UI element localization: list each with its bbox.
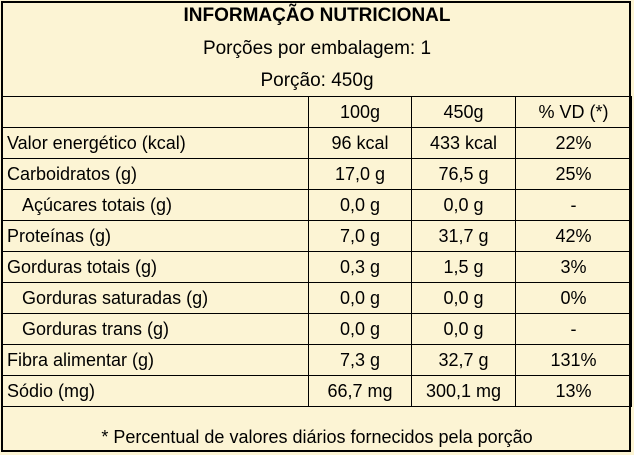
daily-value-percent: 13% xyxy=(515,375,632,407)
nutrient-label: Sódio (mg) xyxy=(1,375,309,407)
footnote: * Percentual de valores diários fornecid… xyxy=(101,427,533,447)
portion-size: Porção: 450g xyxy=(260,70,374,91)
table-row: Carboidratos (g) 17,0 g 76,5 g 25% xyxy=(1,158,632,190)
value-per-portion: 32,7 g xyxy=(411,344,516,376)
value-per-100g: 96 kcal xyxy=(308,127,412,159)
daily-value-percent: 131% xyxy=(515,344,632,376)
value-per-100g: 0,0 g xyxy=(308,313,412,345)
daily-value-percent: 25% xyxy=(515,158,632,190)
nutrient-label: Carboidratos (g) xyxy=(1,158,309,190)
value-per-portion: 1,5 g xyxy=(411,251,516,283)
nutrient-label: Proteínas (g) xyxy=(1,220,309,252)
value-per-portion: 0,0 g xyxy=(411,282,516,314)
servings-per-package: Porções por embalagem: 1 xyxy=(202,38,432,59)
nutrient-label: Açúcares totais (g) xyxy=(1,189,309,221)
panel-title: INFORMAÇÃO NUTRICIONAL xyxy=(183,5,451,26)
value-per-portion: 0,0 g xyxy=(411,189,516,221)
daily-value-percent: 22% xyxy=(515,127,632,159)
table-header-row: 100g 450g % VD (*) xyxy=(1,96,632,128)
value-per-portion: 0,0 g xyxy=(411,313,516,345)
table-row: Açúcares totais (g) 0,0 g 0,0 g- xyxy=(1,189,632,221)
nutrient-label: Fibra alimentar (g) xyxy=(1,344,309,376)
value-per-100g: 7,0 g xyxy=(308,220,412,252)
nutrient-label: Valor energético (kcal) xyxy=(1,127,309,159)
daily-value-percent: 0% xyxy=(515,282,632,314)
value-per-portion: 300,1 mg xyxy=(411,375,516,407)
table-row: Gorduras saturadas (g) 0,0 g 0,0 g 0% xyxy=(1,282,632,314)
daily-value-percent: 3% xyxy=(515,251,632,283)
value-per-100g: 7,3 g xyxy=(308,344,412,376)
column-header-portion: 450g xyxy=(411,96,516,128)
table-row: Fibra alimentar (g) 7,3 g 32,7 g 131% xyxy=(1,344,632,376)
daily-value-percent: 42% xyxy=(515,220,632,252)
daily-value-percent: - xyxy=(515,189,632,221)
nutrient-label: Gorduras totais (g) xyxy=(1,251,309,283)
column-header-100g: 100g xyxy=(308,96,412,128)
table-row: Valor energético (kcal) 96 kcal 433 kcal 22… xyxy=(1,127,632,159)
value-per-100g: 17,0 g xyxy=(308,158,412,190)
nutrition-table: 100g 450g % VD (*) Valor energético (kca… xyxy=(1,96,632,407)
nutrient-label: Gorduras trans (g) xyxy=(1,313,309,345)
table-row: Sódio (mg) 66,7 mg 300,1 mg 13% xyxy=(1,375,632,407)
column-header-daily-value: % VD (*) xyxy=(515,96,632,128)
value-per-100g: 0,3 g xyxy=(308,251,412,283)
column-header-nutrient xyxy=(1,96,309,128)
value-per-portion: 76,5 g xyxy=(411,158,516,190)
value-per-100g: 0,0 g xyxy=(308,189,412,221)
value-per-100g: 0,0 g xyxy=(308,282,412,314)
table-row: Proteínas (g) 7,0 g 31,7 g 42% xyxy=(1,220,632,252)
table-row: Gorduras trans (g) 0,0 g 0,0 g- xyxy=(1,313,632,345)
value-per-portion: 433 kcal xyxy=(411,127,516,159)
value-per-100g: 66,7 mg xyxy=(308,375,412,407)
table-row: Gorduras totais (g) 0,3 g 1,5 g 3% xyxy=(1,251,632,283)
daily-value-percent: - xyxy=(515,313,632,345)
value-per-portion: 31,7 g xyxy=(411,220,516,252)
nutrient-label: Gorduras saturadas (g) xyxy=(1,282,309,314)
